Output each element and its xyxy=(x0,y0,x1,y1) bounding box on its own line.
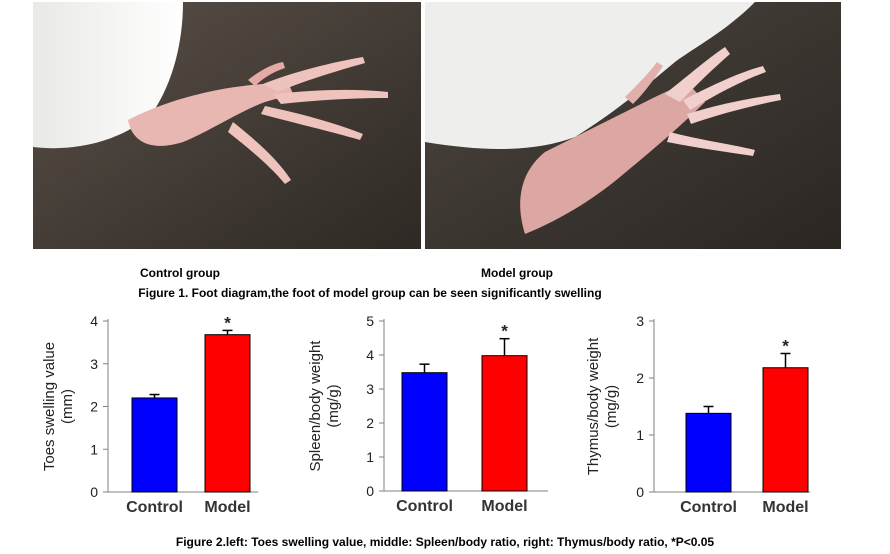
y-axis-label: (mg/g) xyxy=(325,384,342,427)
control-rat-paw-photo xyxy=(33,2,421,249)
y-tick-label: 3 xyxy=(636,313,644,329)
significance-marker: * xyxy=(501,322,508,341)
bar-model xyxy=(204,334,251,493)
category-label: Model xyxy=(762,499,808,516)
bar-control xyxy=(131,397,178,493)
control-group-label: Control group xyxy=(140,266,220,280)
y-axis-label: Toes swelling value xyxy=(41,342,58,471)
chart-spleen-body-svg: 0 1 2 3 4 5 Spleen/body weight (mg/g) Control * Mo… xyxy=(307,313,548,515)
model-rat-paw-photo xyxy=(425,2,841,249)
y-tick-label: 0 xyxy=(90,484,98,500)
y-tick-label: 5 xyxy=(366,313,374,329)
y-tick-label: 2 xyxy=(366,415,374,431)
category-label: Control xyxy=(396,498,453,515)
significance-marker: * xyxy=(782,336,789,355)
bar-model xyxy=(481,355,528,492)
y-tick-label: 1 xyxy=(90,441,98,457)
chart-toes-swelling-svg: 0 1 2 3 4 Toes swelling value (mm) Control * Mode… xyxy=(41,313,258,516)
y-tick-label: 3 xyxy=(90,356,98,372)
y-tick-label: 2 xyxy=(636,370,644,386)
chart-spleen-body: 0 1 2 3 4 5 Spleen/body weight (mg/g) Control * Mo… xyxy=(298,305,568,520)
bar-control xyxy=(401,372,448,492)
y-tick-label: 3 xyxy=(366,381,374,397)
y-tick-label: 4 xyxy=(90,313,98,329)
y-tick-label: 1 xyxy=(636,427,644,443)
category-label: Model xyxy=(481,498,527,515)
category-label: Control xyxy=(680,499,737,516)
y-axis-label: Thymus/body weight xyxy=(585,337,602,475)
significance-marker: * xyxy=(224,313,231,332)
y-tick-label: 4 xyxy=(366,347,374,363)
category-label: Control xyxy=(126,499,183,516)
bar-model xyxy=(762,367,809,493)
y-axis-label: Spleen/body weight xyxy=(307,340,324,472)
bar-control xyxy=(685,412,732,493)
y-axis-label: (mg/g) xyxy=(603,385,620,428)
y-tick-label: 1 xyxy=(366,449,374,465)
y-axis-label: (mm) xyxy=(59,389,76,424)
y-tick-label: 2 xyxy=(90,399,98,415)
figure1-caption: Figure 1. Foot diagram,the foot of model… xyxy=(138,286,602,300)
chart-toes-swelling: 0 1 2 3 4 Toes swelling value (mm) Control * Mode… xyxy=(20,305,280,520)
y-tick-label: 0 xyxy=(636,484,644,500)
figure2-caption: Figure 2.left: Toes swelling value, midd… xyxy=(175,535,715,549)
chart-thymus-body-svg: 0 1 2 3 Thymus/body weight (mg/g) Control * Mode… xyxy=(585,313,810,516)
y-tick-label: 0 xyxy=(366,483,374,499)
chart-thymus-body: 0 1 2 3 Thymus/body weight (mg/g) Control * Mode… xyxy=(580,305,830,520)
category-label: Model xyxy=(204,499,250,516)
model-group-label: Model group xyxy=(481,266,553,280)
